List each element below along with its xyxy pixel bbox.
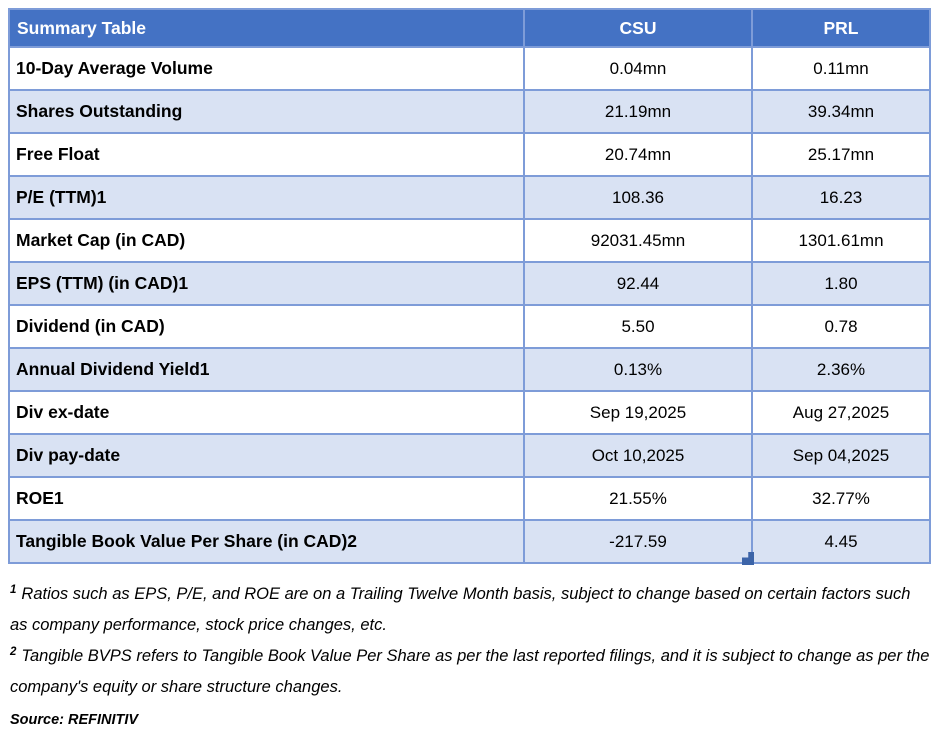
footnotes: 1 Ratios such as EPS, P/E, and ROE are on… <box>10 579 932 703</box>
footnote-1: 1 Ratios such as EPS, P/E, and ROE are on… <box>10 579 932 641</box>
csu-value: 92.44 <box>523 261 753 306</box>
csu-value: 108.36 <box>523 175 753 220</box>
row-label: Market Cap (in CAD) <box>8 218 525 263</box>
prl-value: 1301.61mn <box>751 218 931 263</box>
footnote-2-text: Tangible BVPS refers to Tangible Book Va… <box>10 647 930 696</box>
table-row: ROE1 21.55% 32.77% <box>8 476 931 521</box>
prl-value: 0.78 <box>751 304 931 349</box>
row-label: ROE1 <box>8 476 525 521</box>
prl-value: 2.36% <box>751 347 931 392</box>
header-row: Summary Table CSU PRL <box>8 8 931 48</box>
csu-value: 0.04mn <box>523 46 753 91</box>
csu-value: 5.50 <box>523 304 753 349</box>
csu-value: 20.74mn <box>523 132 753 177</box>
table-title: Summary Table <box>8 8 525 48</box>
table-row: Market Cap (in CAD) 92031.45mn 1301.61mn <box>8 218 931 263</box>
footnote-2-superscript: 2 <box>10 645 17 658</box>
csu-value: 92031.45mn <box>523 218 753 263</box>
prl-value: 32.77% <box>751 476 931 521</box>
table-body: 10-Day Average Volume 0.04mn 0.11mn Shares … <box>8 46 931 564</box>
prl-value: 0.11mn <box>751 46 931 91</box>
row-label: Shares Outstanding <box>8 89 525 134</box>
csu-value: 21.55% <box>523 476 753 521</box>
summary-table: Summary Table CSU PRL 10-Day Average Vol… <box>8 8 931 564</box>
table-row: EPS (TTM) (in CAD)1 92.44 1.80 <box>8 261 931 306</box>
footnote-2: 2 Tangible BVPS refers to Tangible Book V… <box>10 641 932 703</box>
csu-value: -217.59 <box>523 519 753 564</box>
column-header-prl: PRL <box>751 8 931 48</box>
csu-value: Oct 10,2025 <box>523 433 753 478</box>
row-label: EPS (TTM) (in CAD)1 <box>8 261 525 306</box>
table-row: Tangible Book Value Per Share (in CAD)2-… <box>8 519 931 564</box>
prl-value: Sep 04,2025 <box>751 433 931 478</box>
row-label: Dividend (in CAD) <box>8 304 525 349</box>
footnote-1-text: Ratios such as EPS, P/E, and ROE are on … <box>10 585 911 634</box>
table-row: Dividend (in CAD) 5.50 0.78 <box>8 304 931 349</box>
table-row: Shares Outstanding 21.19mn 39.34mn <box>8 89 931 134</box>
row-label: P/E (TTM)1 <box>8 175 525 220</box>
row-label: Free Float <box>8 132 525 177</box>
row-label: 10-Day Average Volume <box>8 46 525 91</box>
table-row: 10-Day Average Volume 0.04mn 0.11mn <box>8 46 931 91</box>
csu-value: Sep 19,2025 <box>523 390 753 435</box>
csu-value: 0.13% <box>523 347 753 392</box>
table-row: Free Float 20.74mn 25.17mn <box>8 132 931 177</box>
table-row: P/E (TTM)1 108.36 16.23 <box>8 175 931 220</box>
row-label: Div ex-date <box>8 390 525 435</box>
column-header-csu: CSU <box>523 8 753 48</box>
table-row: Div pay-date Oct 10,2025 Sep 04,2025 <box>8 433 931 478</box>
table-row: Div ex-date Sep 19,2025 Aug 27,2025 <box>8 390 931 435</box>
row-label: Annual Dividend Yield1 <box>8 347 525 392</box>
footnote-1-superscript: 1 <box>10 583 17 596</box>
source-line: Source: REFINITIV <box>10 712 139 728</box>
prl-value: 4.45 <box>751 519 931 564</box>
prl-value: 1.80 <box>751 261 931 306</box>
prl-value: Aug 27,2025 <box>751 390 931 435</box>
prl-value: 16.23 <box>751 175 931 220</box>
prl-value: 39.34mn <box>751 89 931 134</box>
row-label: Div pay-date <box>8 433 525 478</box>
csu-value: 21.19mn <box>523 89 753 134</box>
row-label: Tangible Book Value Per Share (in CAD)2 <box>8 519 525 564</box>
table-row: Annual Dividend Yield1 0.13% 2.36% <box>8 347 931 392</box>
prl-value: 25.17mn <box>751 132 931 177</box>
